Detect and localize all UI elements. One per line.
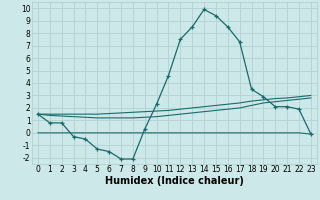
X-axis label: Humidex (Indice chaleur): Humidex (Indice chaleur) — [105, 176, 244, 186]
